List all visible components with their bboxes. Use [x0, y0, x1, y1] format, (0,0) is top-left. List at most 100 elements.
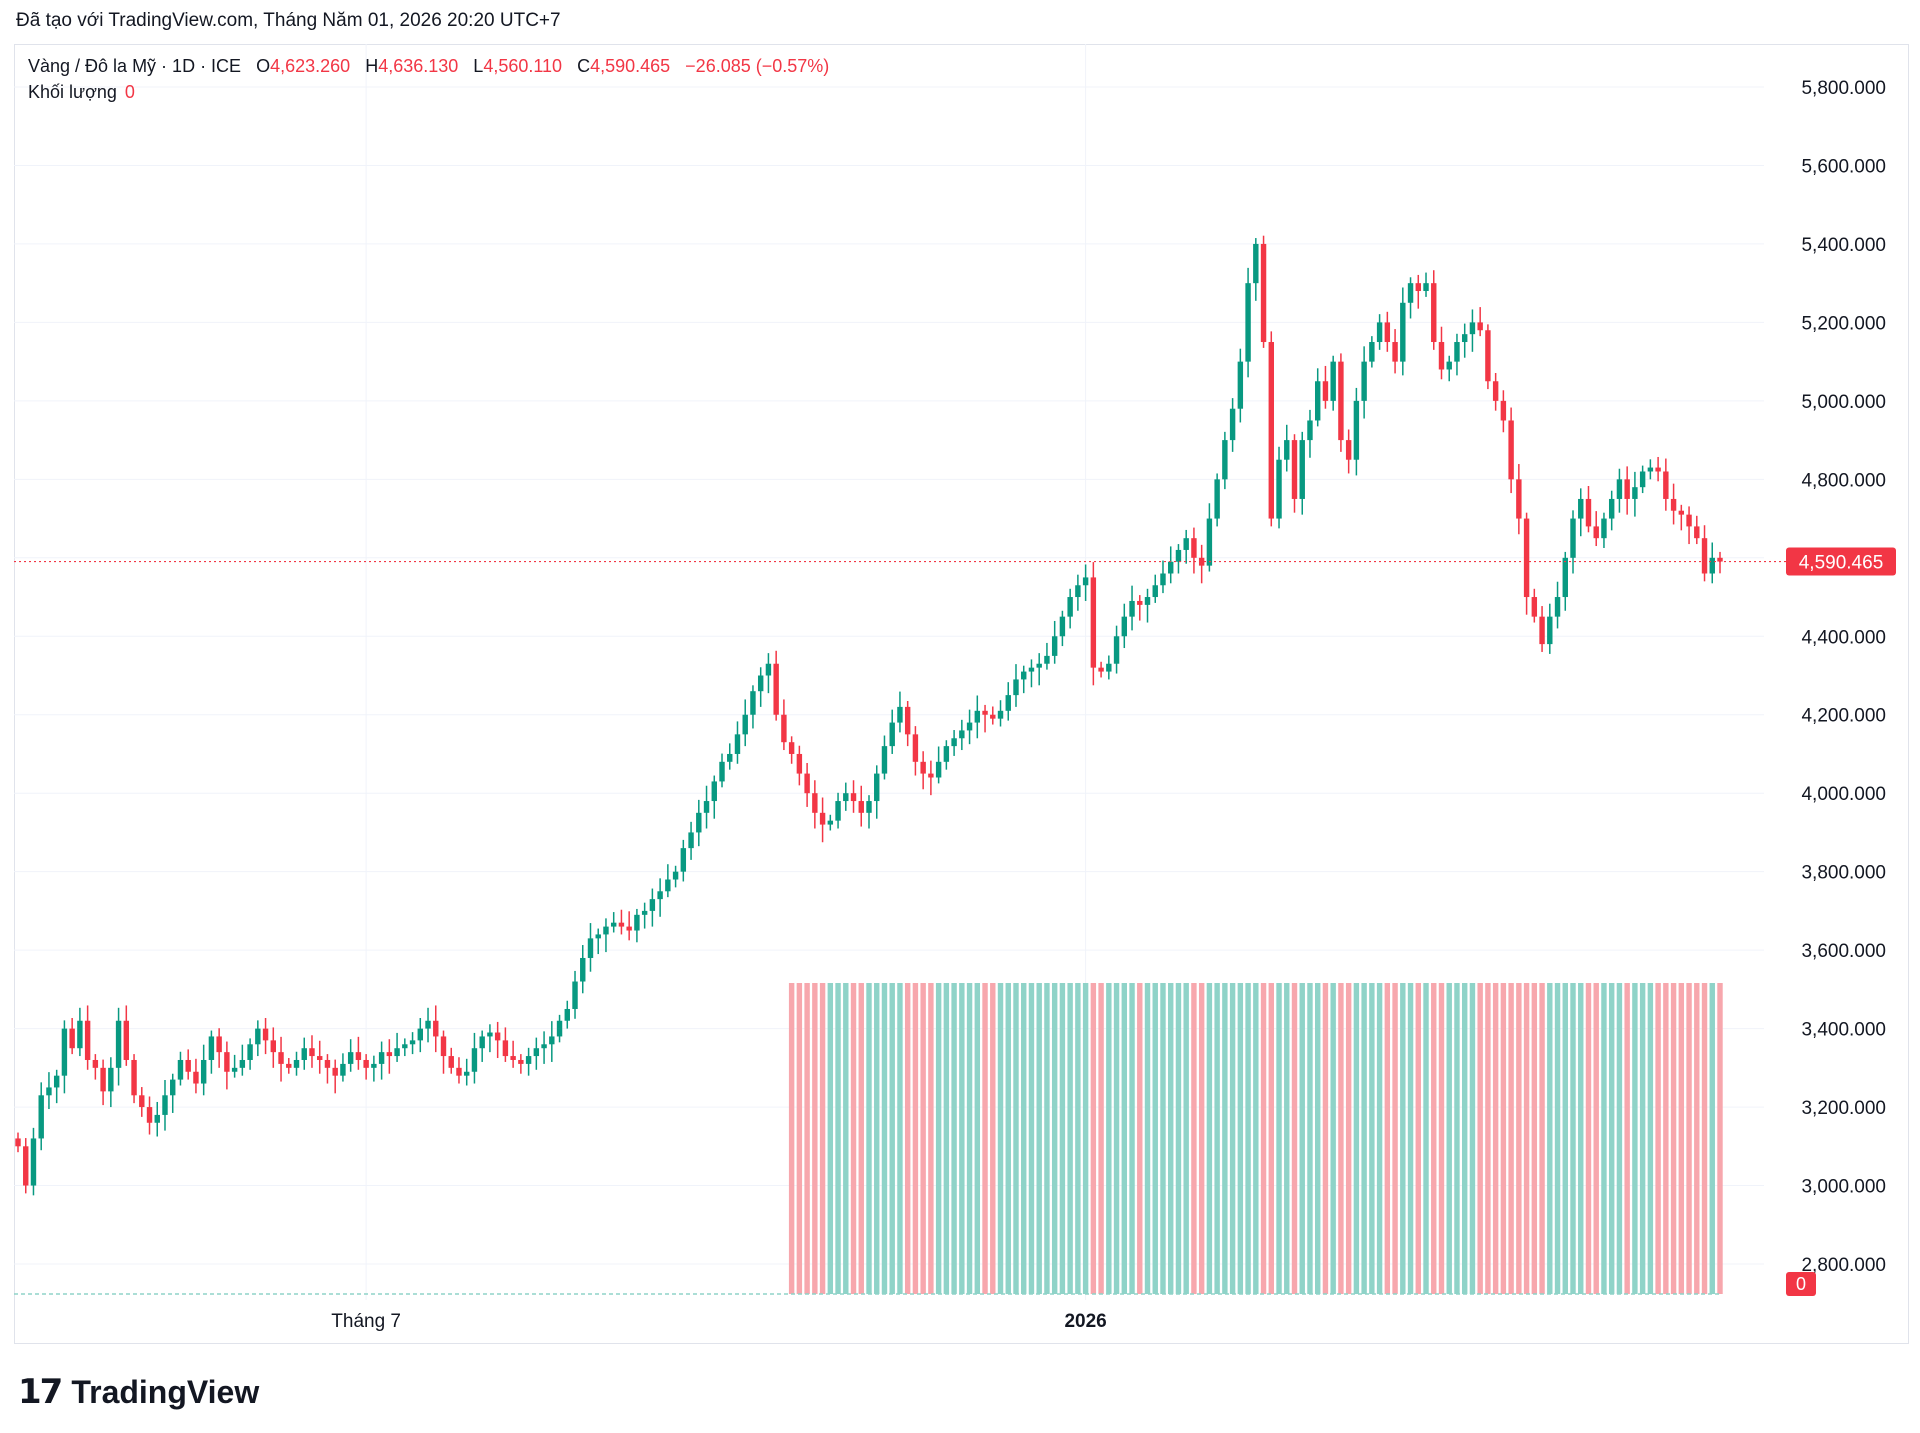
candle-body — [1400, 302, 1406, 362]
candle-body — [494, 1032, 501, 1041]
candle-body — [301, 1048, 307, 1060]
volume-bar — [1678, 983, 1685, 1294]
candle-body — [262, 1028, 269, 1041]
candle-body — [1090, 577, 1097, 668]
candle-body — [1214, 479, 1220, 519]
candle-body — [309, 1048, 315, 1057]
y-tick-label: 4,200.000 — [1801, 706, 1886, 727]
y-tick-label: 5,600.000 — [1801, 156, 1886, 177]
candle-body — [1198, 557, 1205, 566]
candle-body — [1454, 342, 1460, 362]
candle-body — [626, 926, 632, 931]
candle-body — [819, 812, 826, 825]
candle-body — [1554, 597, 1561, 617]
volume-bar — [796, 983, 803, 1294]
candle-body — [1570, 518, 1576, 558]
chart-frame — [14, 44, 1909, 1344]
last-price-badge — [1786, 547, 1896, 576]
candle-body — [46, 1087, 52, 1096]
volume-bar — [1717, 983, 1723, 1294]
volume-bar — [1237, 983, 1244, 1294]
volume-bar — [1129, 983, 1135, 1294]
candle-body — [1237, 361, 1244, 409]
candle-body — [185, 1059, 191, 1072]
candle-body — [162, 1095, 168, 1115]
volume-bar — [1299, 983, 1305, 1294]
volume-bar — [1268, 983, 1274, 1294]
candle-body — [394, 1048, 400, 1057]
candle-body — [1330, 361, 1336, 401]
volume-bar — [1330, 983, 1336, 1294]
candle-body — [1005, 695, 1011, 711]
candle-body — [1632, 487, 1638, 499]
candle-body — [247, 1044, 253, 1060]
volume-bar — [1175, 983, 1182, 1294]
candle-body — [440, 1036, 447, 1057]
candle-body — [1585, 498, 1592, 527]
candle-body — [177, 1059, 184, 1080]
candle-body — [603, 926, 609, 935]
candle-body — [610, 922, 617, 927]
volume-bar — [1098, 983, 1104, 1294]
candle-body — [1663, 471, 1669, 499]
candle-body — [1299, 440, 1305, 499]
volume-bar — [1338, 983, 1344, 1294]
candle-body — [278, 1052, 284, 1064]
candle-body — [1485, 330, 1491, 382]
volume-bar — [1106, 983, 1112, 1294]
candle-body — [1686, 514, 1692, 527]
candle-body — [1175, 549, 1182, 562]
volume-bar — [1392, 983, 1398, 1294]
candle-body — [928, 773, 934, 778]
candle-body — [371, 1063, 377, 1068]
volume-bar — [1152, 983, 1158, 1294]
candle-body — [15, 1138, 21, 1147]
candle-body — [1051, 636, 1058, 656]
volume-bar — [1539, 983, 1545, 1294]
candle-body — [1106, 663, 1112, 672]
volume-bar — [1562, 983, 1568, 1294]
volume-bar — [1137, 983, 1143, 1294]
candle-body — [69, 1028, 75, 1049]
volume-bar — [1431, 983, 1437, 1294]
volume-bar — [1686, 983, 1692, 1294]
candle-body — [293, 1059, 300, 1068]
candle-body — [943, 746, 950, 762]
change-value: −26.085 (−0.57%) — [685, 56, 830, 76]
candle-body — [525, 1056, 532, 1064]
volume-bar — [881, 983, 888, 1294]
volume-bar — [1206, 983, 1213, 1294]
volume-bar — [1229, 983, 1236, 1294]
high-label: H — [365, 56, 379, 76]
candle-body — [1415, 283, 1421, 292]
candle-body — [1284, 440, 1290, 460]
volume-bar — [1438, 983, 1445, 1294]
volume-bar — [1353, 983, 1360, 1294]
volume-bar — [1121, 983, 1128, 1294]
candle-body — [765, 663, 772, 676]
candle-body — [1547, 616, 1553, 645]
x-tick-label: Tháng 7 — [331, 1311, 401, 1332]
volume-bar — [1345, 983, 1352, 1294]
volume-bar — [1624, 983, 1630, 1294]
candle-body — [123, 1020, 130, 1060]
tradingview-logo[interactable]: 17 TradingView — [18, 1372, 259, 1412]
candle-body — [974, 710, 981, 723]
candle-body — [30, 1138, 37, 1186]
candle-body — [1245, 283, 1251, 362]
volume-bar — [1253, 983, 1259, 1294]
candle-body — [363, 1059, 369, 1068]
candle-body — [742, 714, 748, 735]
volume-bar — [1485, 983, 1491, 1294]
candle-body — [1461, 334, 1468, 343]
candle-body — [966, 722, 973, 731]
candle-body — [572, 981, 578, 1009]
candle-body — [239, 1059, 246, 1068]
candle-body — [231, 1067, 238, 1072]
candle-body — [1098, 667, 1104, 672]
volume-bar — [1144, 983, 1151, 1294]
volume-bar — [912, 983, 919, 1294]
candle-body — [487, 1032, 493, 1037]
candle-body — [1338, 361, 1344, 441]
